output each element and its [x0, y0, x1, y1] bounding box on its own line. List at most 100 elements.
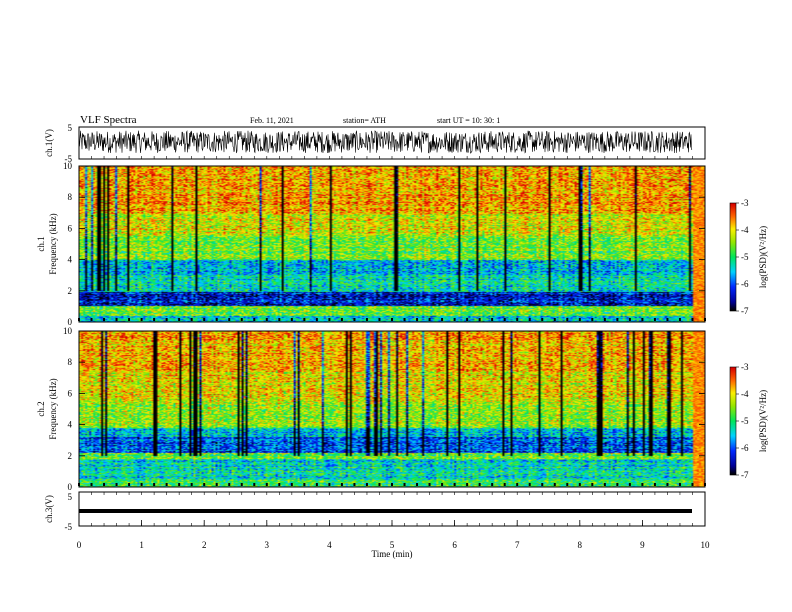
ch2-time-mark: [453, 483, 456, 486]
ch3-waveform-panel: 5 -5 ch.3(V): [44, 491, 706, 532]
ch2-ytick-label: 10: [63, 326, 73, 336]
ch2-spectrogram-image: [79, 331, 705, 487]
ch2-time-mark: [391, 483, 393, 486]
ch2-time-mark: [641, 483, 644, 486]
ch1-ytick-label: 2: [68, 286, 73, 296]
ch1-colorbar-tick-label: -6: [741, 279, 749, 289]
ch2-colorbar-label: log(PSD)(V²/Hz): [758, 390, 768, 452]
ch2-time-mark: [90, 483, 93, 486]
ch1-time-mark: [140, 318, 143, 321]
ch1-time-mark: [491, 318, 494, 321]
ch1-spectrogram-frame: [78, 165, 706, 323]
ch1-waveform-panel: 5 -5 ch.1(V): [44, 123, 706, 164]
ch2-time-mark: [603, 483, 606, 486]
time-axis-tick-label: 1: [139, 540, 144, 550]
ch2-time-mark: [353, 483, 356, 486]
ch1-time-mark: [253, 318, 256, 321]
ch1-time-mark: [466, 318, 469, 321]
ch2-ytick-label: 0: [68, 482, 73, 492]
time-axis-tick-label: 3: [265, 540, 270, 550]
ch1-colorbar: [730, 203, 736, 311]
ch1-time-mark: [541, 318, 544, 321]
ch2-time-mark: [328, 483, 331, 486]
ch3-waveform-ylabel: ch.3(V): [44, 495, 54, 523]
ch1-time-mark: [516, 318, 519, 321]
ch1-time-mark: [416, 318, 419, 321]
ch2-time-mark: [653, 483, 656, 486]
ch1-colorbar-tick-label: -5: [741, 252, 749, 262]
ch2-time-mark: [140, 483, 143, 486]
ch2-time-mark: [566, 483, 569, 486]
ch2-ytick-label: 2: [68, 451, 73, 461]
ch2-time-mark: [228, 483, 231, 486]
ch2-time-mark: [365, 483, 368, 486]
ch1-colorbar-label: log(PSD)(V²/Hz): [758, 226, 768, 288]
ch2-time-mark: [265, 483, 268, 486]
ch2-time-mark: [215, 483, 218, 486]
ch2-time-mark: [491, 483, 494, 486]
ch1-time-mark: [315, 318, 318, 321]
ch1-time-mark: [165, 318, 168, 321]
ch2-time-mark: [315, 483, 318, 486]
ch2-colorbar: [730, 367, 736, 475]
ch1-time-mark: [453, 318, 456, 321]
ch2-time-mark: [190, 483, 193, 486]
ch2-time-mark: [553, 483, 556, 486]
ch1-time-mark: [403, 318, 406, 321]
ch1-time-mark: [616, 318, 619, 321]
ch1-waveform-ylabel: ch.1(V): [44, 129, 54, 157]
ch1-time-mark: [603, 318, 606, 321]
ch1-time-mark: [265, 318, 268, 321]
ch2-time-mark: [516, 483, 519, 486]
ch2-spectrogram-frame: [78, 330, 706, 488]
ch1-ytick-label: 10: [63, 161, 73, 171]
ch3-waveform-trace: [79, 509, 692, 513]
time-axis-tick-label: 7: [515, 540, 520, 550]
time-axis-tick-label: 0: [77, 540, 82, 550]
ch1-time-mark: [303, 318, 306, 321]
ch1-time-mark: [115, 318, 118, 321]
ch2-time-mark: [153, 483, 156, 486]
time-axis-tick-label: 10: [701, 540, 711, 550]
ch1-time-mark: [90, 318, 93, 321]
ch1-waveform-trace: [78, 130, 693, 154]
ch1-time-mark: [353, 318, 356, 321]
ch1-ytick-label: 4: [68, 255, 73, 265]
ch1-frequency-ylabel: Frequency (kHz): [48, 213, 58, 274]
ch2-time-mark: [528, 483, 531, 486]
ch1-time-mark: [378, 318, 381, 321]
ch1-time-mark: [578, 318, 581, 321]
time-axis-tick-label: 4: [327, 540, 332, 550]
ch1-time-mark: [290, 318, 293, 321]
ch1-ytick-label: 6: [68, 223, 73, 233]
ch2-time-mark: [441, 483, 444, 486]
ch2-frequency-ylabel: Frequency (kHz): [48, 378, 58, 439]
ch1-time-mark: [653, 318, 656, 321]
ch3-ytick-bottom: -5: [65, 522, 73, 532]
ch2-time-mark: [303, 483, 306, 486]
ch2-time-mark: [103, 483, 106, 486]
ch2-time-mark: [203, 483, 206, 486]
time-axis-tick-label: 8: [578, 540, 583, 550]
ch1-time-mark: [278, 318, 281, 321]
ch2-colorbar-tick-label: -6: [741, 443, 749, 453]
ch1-ytick-bottom: -5: [65, 154, 73, 164]
ch1-ytick-label: 0: [68, 317, 73, 327]
ch2-time-mark: [128, 483, 131, 486]
ch2-time-mark: [666, 483, 669, 486]
ch1-channel-label: ch.1: [36, 236, 46, 251]
ch1-time-mark: [228, 318, 231, 321]
ch2-time-mark: [78, 483, 80, 486]
ch1-colorbar-tick-label: -7: [741, 306, 749, 316]
ch1-time-mark: [340, 318, 343, 321]
ch2-time-mark: [403, 483, 406, 486]
ch1-time-mark: [503, 318, 506, 321]
ch1-time-mark: [553, 318, 556, 321]
time-axis-tick-label: 5: [390, 540, 395, 550]
time-axis: 0 1 2 3 4 5 6 7 8 9 10: [77, 156, 710, 550]
ch2-time-mark: [578, 483, 581, 486]
ch1-time-mark: [641, 318, 644, 321]
ch2-time-mark: [478, 483, 481, 486]
